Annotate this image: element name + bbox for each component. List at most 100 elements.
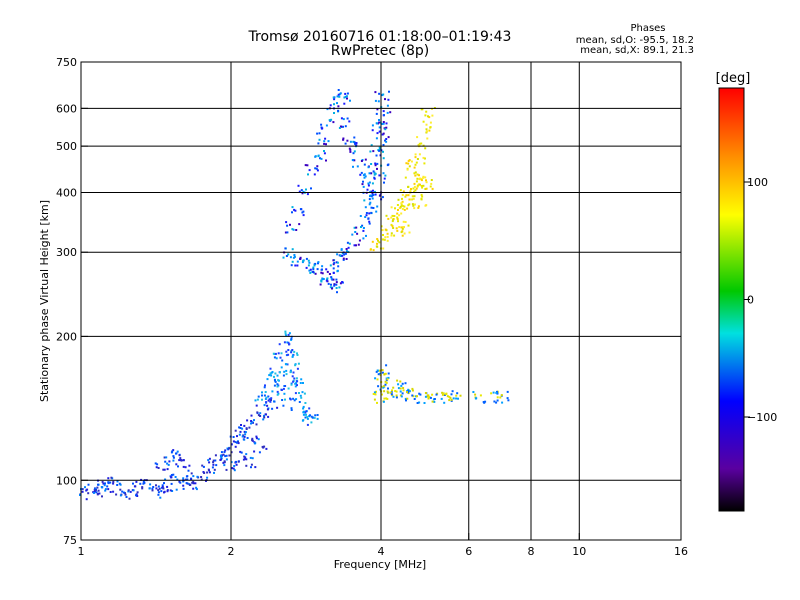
data-point [385,381,388,384]
data-point [295,382,298,385]
data-point [244,431,247,434]
data-point [248,426,251,429]
data-point [336,102,338,105]
data-point [166,490,169,493]
colorbar-tick-label: −100 [747,411,777,424]
data-point [431,400,434,403]
data-point [96,486,99,489]
data-point [325,159,327,162]
data-point [325,279,328,282]
data-point [412,395,415,398]
data-point [178,454,181,457]
data-point [360,226,362,228]
data-point [268,374,271,377]
data-point [81,488,84,491]
data-point [268,398,271,401]
data-point [294,364,297,367]
data-point [239,427,242,429]
data-point [340,125,343,128]
data-point [346,97,348,100]
data-point [407,194,410,197]
data-point [401,208,404,210]
data-point [429,185,432,188]
data-point [377,369,380,372]
data-point [314,272,317,275]
data-point [382,122,385,125]
data-point [219,454,222,457]
data-point [482,401,485,403]
data-point [402,387,405,389]
data-point [170,482,173,485]
data-point [178,459,181,462]
data-point [355,244,357,247]
data-point [342,137,345,140]
data-point [422,175,425,178]
data-point [255,435,258,438]
data-point [291,355,294,358]
data-point [387,217,390,220]
data-point [167,463,170,466]
data-point [420,185,423,187]
data-point [329,264,332,267]
data-point [241,427,244,430]
data-point [311,416,314,419]
data-point [376,245,379,248]
data-point [246,419,249,422]
data-point [402,205,405,208]
y-tick-label: 400 [56,186,77,199]
data-point [320,157,323,160]
data-point [356,232,359,235]
data-point [395,390,398,393]
data-point [382,144,385,146]
data-point [346,117,349,120]
data-point [225,454,228,457]
data-point [175,488,178,491]
data-point [278,343,281,346]
data-point [371,197,374,200]
data-point [194,482,197,485]
data-point [374,190,376,193]
data-point [368,203,371,206]
data-point [399,189,402,192]
data-point [382,132,385,135]
data-point [363,163,366,166]
data-point [374,193,377,196]
data-point [310,415,313,418]
data-point [392,386,395,389]
data-point [280,389,283,391]
data-point [106,485,109,488]
data-point [277,392,280,395]
data-point [414,203,416,206]
data-point [337,89,340,91]
data-point [384,128,387,131]
data-point [107,482,110,485]
data-point [276,406,279,409]
data-point [283,392,286,395]
data-point [339,254,342,257]
data-point [270,374,273,377]
data-point [330,118,333,121]
data-point [301,261,304,264]
data-point [320,280,323,283]
data-point [414,174,417,177]
data-point [383,114,385,117]
data-point [404,176,407,179]
data-point [293,254,296,256]
data-point [309,268,312,271]
data-point [132,489,135,492]
data-point [295,398,298,401]
data-point [94,487,97,490]
data-point [85,498,88,501]
colorbar-tick-label: 0 [747,294,754,307]
data-point [253,450,256,453]
data-point [299,257,302,260]
data-point [186,478,189,481]
data-point [255,437,258,440]
data-point [116,480,119,483]
data-point [294,385,297,388]
data-point [258,451,261,454]
data-point [202,465,205,468]
data-point [296,354,299,356]
data-point [381,369,384,372]
data-point [162,487,165,490]
